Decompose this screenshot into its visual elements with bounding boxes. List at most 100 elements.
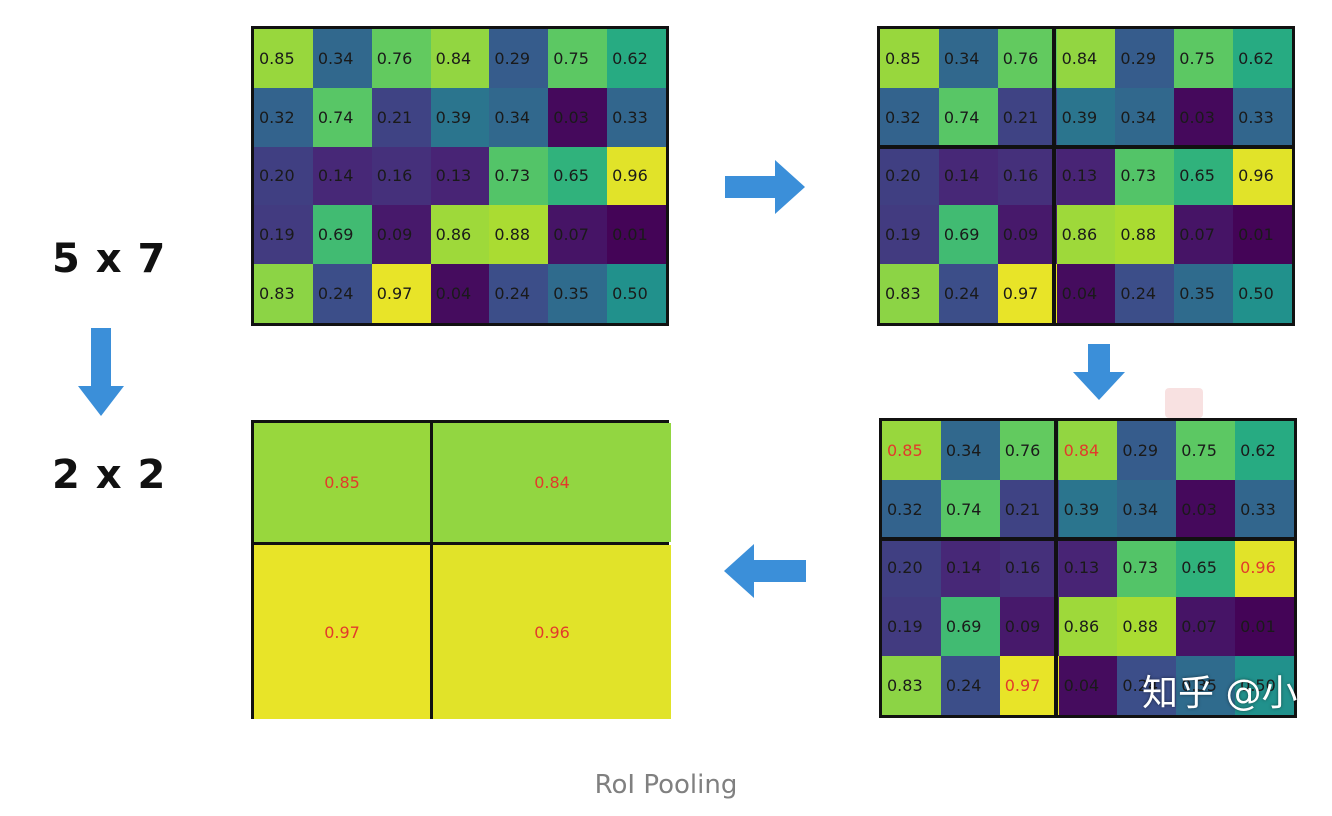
feature-cell: 0.83 <box>882 656 941 715</box>
feature-cell: 0.83 <box>254 264 313 323</box>
feature-cell: 0.24 <box>940 656 1000 715</box>
feature-cell: 0.20 <box>882 538 941 598</box>
feature-map-grid: 0.85 0.34 0.76 0.84 0.29 0.75 0.62 0.32 0.74 0.21… <box>251 26 669 326</box>
feature-cell: 0.96 <box>1235 538 1294 598</box>
feature-cell: 0.83 <box>880 264 939 323</box>
feature-cell: 0.86 <box>1056 205 1116 265</box>
feature-cell: 0.24 <box>489 264 549 323</box>
watermark-badge <box>1165 388 1203 418</box>
bin-divider-vertical <box>1052 26 1056 326</box>
feature-cell: 0.16 <box>997 146 1057 206</box>
feature-cell: 0.69 <box>938 205 998 265</box>
feature-cell: 0.97 <box>371 264 431 323</box>
feature-cell: 0.03 <box>1176 479 1236 539</box>
feature-cell: 0.14 <box>938 146 998 206</box>
bin-divider-horizontal <box>879 537 1297 541</box>
feature-cell: 0.76 <box>997 29 1057 88</box>
feature-cell: 0.09 <box>997 205 1057 265</box>
feature-cell: 0.75 <box>1176 421 1236 480</box>
feature-cell: 0.04 <box>1058 656 1118 715</box>
feature-cell: 0.01 <box>607 205 666 265</box>
feature-cell: 0.35 <box>548 264 608 323</box>
feature-cell: 0.32 <box>880 87 939 147</box>
feature-cell: 0.74 <box>940 479 1000 539</box>
feature-cell: 0.24 <box>938 264 998 323</box>
feature-cell: 0.16 <box>999 538 1059 598</box>
feature-cell: 0.34 <box>1117 479 1177 539</box>
feature-cell: 0.69 <box>312 205 372 265</box>
feature-cell: 0.62 <box>1233 29 1292 88</box>
binned-feature-map-grid: 0.85 0.34 0.76 0.84 0.29 0.75 0.62 0.32 0.74 0.21… <box>877 26 1295 326</box>
feature-cell: 0.62 <box>607 29 666 88</box>
feature-cell: 0.97 <box>997 264 1057 323</box>
feature-cell: 0.88 <box>1115 205 1175 265</box>
feature-cell: 0.14 <box>312 146 372 206</box>
feature-cell: 0.14 <box>940 538 1000 598</box>
feature-cell: 0.32 <box>882 479 941 539</box>
feature-cell: 0.01 <box>1235 597 1294 657</box>
feature-cell: 0.32 <box>254 87 313 147</box>
feature-cell: 0.85 <box>254 29 313 88</box>
feature-cell: 0.03 <box>548 87 608 147</box>
arrow-down-icon <box>1073 344 1125 400</box>
feature-cell: 0.73 <box>489 146 549 206</box>
feature-cell: 0.21 <box>997 87 1057 147</box>
feature-cell: 0.50 <box>607 264 666 323</box>
feature-cell: 0.65 <box>1176 538 1236 598</box>
feature-cell: 0.74 <box>938 87 998 147</box>
feature-cell: 0.19 <box>880 205 939 265</box>
feature-cell: 0.35 <box>1176 656 1236 715</box>
input-size-label: 5 x 7 <box>52 236 167 282</box>
feature-cell: 0.24 <box>312 264 372 323</box>
feature-cell: 0.13 <box>430 146 490 206</box>
feature-cell: 0.07 <box>548 205 608 265</box>
feature-cell: 0.34 <box>938 29 998 88</box>
feature-cell: 0.65 <box>1174 146 1234 206</box>
feature-cell: 0.34 <box>312 29 372 88</box>
feature-cell: 0.29 <box>1115 29 1175 88</box>
feature-cell: 0.33 <box>607 87 666 147</box>
feature-cell: 0.34 <box>1115 87 1175 147</box>
feature-cell: 0.21 <box>371 87 431 147</box>
feature-cell: 0.76 <box>371 29 431 88</box>
watermark-text: 知乎 @小 <box>1142 673 1298 714</box>
pooled-cell: 0.97 <box>254 545 430 719</box>
feature-cell: 0.35 <box>1174 264 1234 323</box>
feature-cell: 0.39 <box>1056 87 1116 147</box>
feature-cell: 0.24 <box>1117 656 1177 715</box>
feature-cell: 0.09 <box>999 597 1059 657</box>
feature-cell: 0.86 <box>430 205 490 265</box>
feature-cell: 0.34 <box>940 421 1000 480</box>
feature-cell: 0.74 <box>312 87 372 147</box>
feature-cell: 0.07 <box>1174 205 1234 265</box>
feature-cell: 0.88 <box>1117 597 1177 657</box>
feature-cell: 0.65 <box>548 146 608 206</box>
feature-cell: 0.75 <box>548 29 608 88</box>
max-highlighted-grid: 0.85 0.34 0.76 0.84 0.29 0.75 0.62 0.32 0.74 0.21… <box>879 418 1297 718</box>
feature-cell: 0.85 <box>882 421 941 480</box>
pooled-cell: 0.85 <box>254 423 430 542</box>
feature-cell: 0.19 <box>882 597 941 657</box>
feature-cell: 0.03 <box>1174 87 1234 147</box>
arrow-left-icon <box>724 544 806 598</box>
arrow-down-icon <box>78 328 124 416</box>
feature-cell: 0.04 <box>430 264 490 323</box>
feature-cell: 0.84 <box>1056 29 1116 88</box>
feature-cell: 0.85 <box>880 29 939 88</box>
arrow-right-icon <box>725 160 805 214</box>
feature-cell: 0.33 <box>1235 479 1294 539</box>
feature-cell: 0.19 <box>254 205 313 265</box>
feature-cell: 0.29 <box>489 29 549 88</box>
feature-cell: 0.50 <box>1233 264 1292 323</box>
bin-divider-vertical <box>1054 418 1058 718</box>
feature-cell: 0.97 <box>999 656 1059 715</box>
feature-cell: 0.62 <box>1235 421 1294 480</box>
feature-cell: 0.84 <box>1058 421 1118 480</box>
feature-cell: 0.50 <box>1235 656 1294 715</box>
feature-cell: 0.39 <box>1058 479 1118 539</box>
feature-cell: 0.13 <box>1058 538 1118 598</box>
feature-cell: 0.96 <box>1233 146 1292 206</box>
feature-cell: 0.20 <box>254 146 313 206</box>
feature-cell: 0.39 <box>430 87 490 147</box>
figure-caption: RoI Pooling <box>594 770 738 800</box>
